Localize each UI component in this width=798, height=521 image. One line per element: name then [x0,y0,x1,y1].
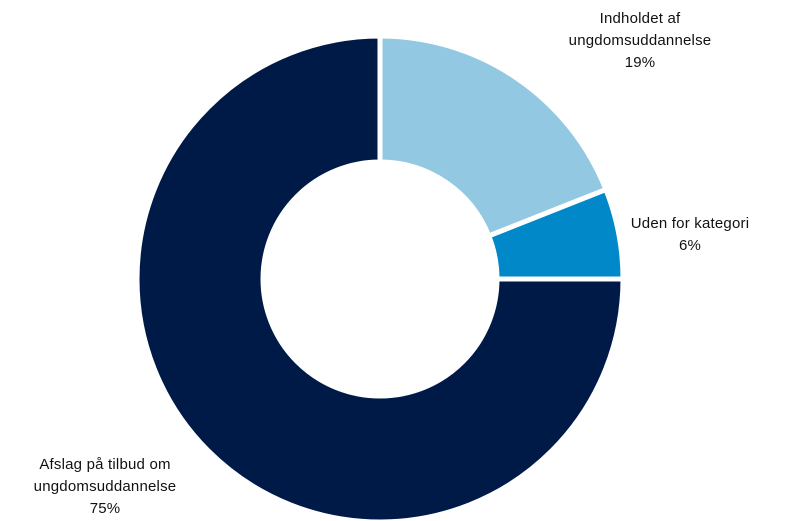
slice-value-label: 75% [89,500,121,517]
slice-label-line: Afslag på tilbud om [39,456,171,473]
slice-label-line: ungdomsuddannelse [568,32,712,49]
slice-value-label: 19% [624,54,656,71]
slice-label-indholdet: Indholdet af ungdomsuddannelse 19% [520,8,760,74]
slice-label-line: Uden for kategori [630,215,750,232]
slice-afslag [134,33,626,521]
slice-indholdet [377,33,610,240]
slice-label-afslag: Afslag på tilbud om ungdomsuddannelse 75… [0,454,210,520]
slice-label-line: ungdomsuddannelse [33,478,177,495]
slice-label-uden-for-kategori: Uden for kategori 6% [600,213,780,257]
slice-label-line: Indholdet af [599,10,681,27]
slice-value-label: 6% [678,237,702,254]
